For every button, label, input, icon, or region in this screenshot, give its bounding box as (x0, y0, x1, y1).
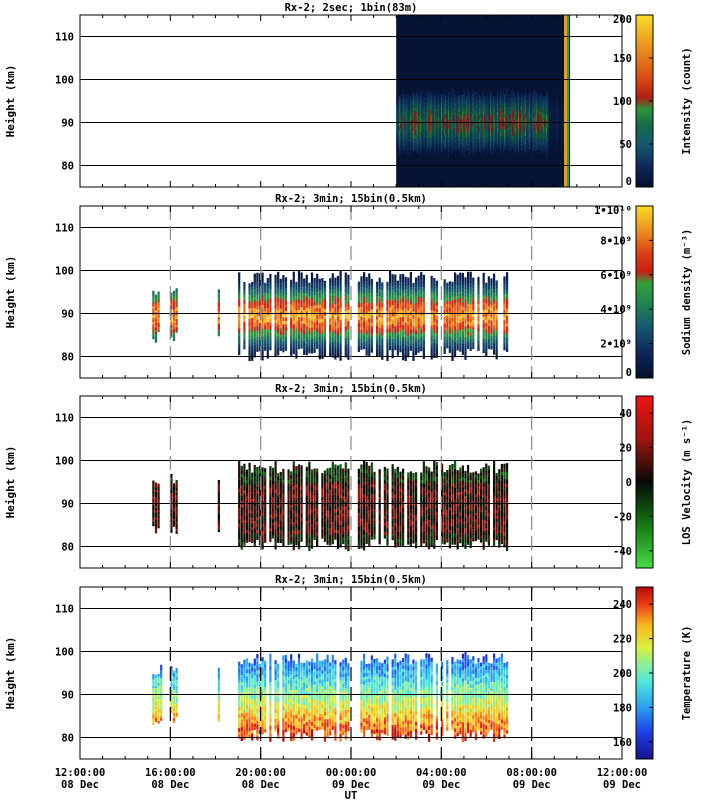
chart-panel-4: 80 90 100 110 Rx-2; 3min; 15bin(0.5km) Height… (4, 574, 693, 760)
colorbar-tick-label: 8•10⁹ (600, 235, 632, 247)
plot-area (80, 15, 622, 187)
y-tick-label: 90 (61, 690, 74, 702)
y-tick-label: 90 (61, 309, 74, 321)
y-tick-label: 110 (55, 223, 74, 235)
panel-title: Rx-2; 3min; 15bin(0.5km) (275, 574, 427, 586)
x-tick-date: 08 Dec (61, 779, 99, 791)
colorbar-tick-label: 0 (626, 176, 632, 188)
colorbar-tick-label: 0 (626, 477, 632, 489)
y-tick-label: 100 (55, 266, 74, 278)
colorbar: 0 50 100 150 200 Intensity (count) (613, 14, 693, 188)
x-tick-time: 12:00:00 (597, 767, 648, 779)
colorbar-tick-label: 50 (619, 139, 632, 151)
colorbar-label: Temperature (K) (681, 626, 693, 721)
x-tick-date: 09 Dec (513, 779, 551, 791)
chart-panel-3: 80 90 100 110 Rx-2; 3min; 15bin(0.5km) Height… (4, 383, 693, 569)
x-tick-date: 09 Dec (332, 779, 370, 791)
end-streak (564, 15, 568, 187)
colorbar-label: LOS Velocity (m s⁻¹) (681, 419, 693, 545)
y-tick-label: 110 (55, 413, 74, 425)
colorbar-tick-label: 2•10⁹ (600, 339, 632, 351)
x-tick-time: 08:00:00 (506, 767, 557, 779)
colorbar-gradient (635, 205, 654, 379)
colorbar: 160 180 200 220 240 Temperature (K) (613, 586, 693, 760)
x-tick-time: 20:00:00 (235, 767, 286, 779)
y-tick-label: 90 (61, 118, 74, 130)
grid-lines (80, 36, 622, 166)
colorbar-tick-label: -40 (613, 546, 632, 558)
y-axis-label: Height (km) (4, 65, 17, 138)
colorbar: -40 -20 0 20 40 LOS Velocity (m s⁻¹) (613, 395, 693, 569)
colorbar-tick-label: 200 (613, 668, 632, 680)
x-tick-date: 09 Dec (603, 779, 641, 791)
plot-area (80, 587, 622, 759)
x-tick-date: 09 Dec (422, 779, 460, 791)
y-axis-label: Height (km) (4, 637, 17, 710)
colorbar-tick-label: 6•10⁹ (600, 270, 632, 282)
chart-panel-1: 80 90 100 110 Rx-2; 2sec; 1bin(83m) Height (k… (4, 2, 693, 188)
y-tick-label: 110 (55, 32, 74, 44)
colorbar-tick-label: 150 (613, 53, 632, 65)
panel-title: Rx-2; 3min; 15bin(0.5km) (275, 383, 427, 395)
y-tick-label: 100 (55, 456, 74, 468)
colorbar: 0 2•10⁹ 4•10⁹ 6•10⁹ 8•10⁹ 1•10¹⁰ Sodium densit… (594, 205, 693, 379)
chart-panel-2: 80 90 100 110 Rx-2; 3min; 15bin(0.5km) Height… (4, 193, 693, 379)
x-axis-label: UT (345, 790, 358, 800)
colorbar-label: Sodium density (m⁻³) (681, 229, 693, 355)
colorbar-tick-label: 220 (613, 634, 632, 646)
colorbar-tick-label: 100 (613, 96, 632, 108)
y-axis-label: Height (km) (4, 446, 17, 519)
x-tick-time: 00:00:00 (326, 767, 377, 779)
panel-title: Rx-2; 2sec; 1bin(83m) (285, 2, 418, 14)
colorbar-tick-label: 180 (613, 702, 632, 714)
x-tick-time: 16:00:00 (145, 767, 196, 779)
plot-area (80, 396, 622, 568)
x-tick-date: 08 Dec (151, 779, 189, 791)
x-tick-date: 08 Dec (242, 779, 280, 791)
y-tick-label: 80 (61, 352, 74, 364)
colorbar-tick-label: 160 (613, 737, 632, 749)
y-tick-label: 110 (55, 604, 74, 616)
colorbar-tick-label: 40 (619, 408, 632, 420)
colorbar-label: Intensity (count) (681, 47, 693, 154)
y-tick-label: 90 (61, 499, 74, 511)
y-tick-label: 80 (61, 542, 74, 554)
y-tick-label: 100 (55, 75, 74, 87)
x-tick-time: 04:00:00 (416, 767, 467, 779)
colorbar-tick-label: 4•10⁹ (600, 304, 632, 316)
colorbar-tick-label: -20 (613, 511, 632, 523)
colorbar-tick-label: 0 (626, 367, 632, 379)
colorbar-tick-label: 240 (613, 599, 632, 611)
y-axis-label: Height (km) (4, 256, 17, 329)
colorbar-tick-label: 20 (619, 443, 632, 455)
colorbar-tick-label: 1•10¹⁰ (594, 205, 632, 217)
colorbar-tick-label: 200 (613, 14, 632, 26)
y-tick-label: 80 (61, 733, 74, 745)
plot-area (80, 206, 622, 378)
x-tick-time: 12:00:00 (55, 767, 106, 779)
panel-title: Rx-2; 3min; 15bin(0.5km) (275, 193, 427, 205)
y-tick-label: 80 (61, 161, 74, 173)
y-tick-label: 100 (55, 647, 74, 659)
